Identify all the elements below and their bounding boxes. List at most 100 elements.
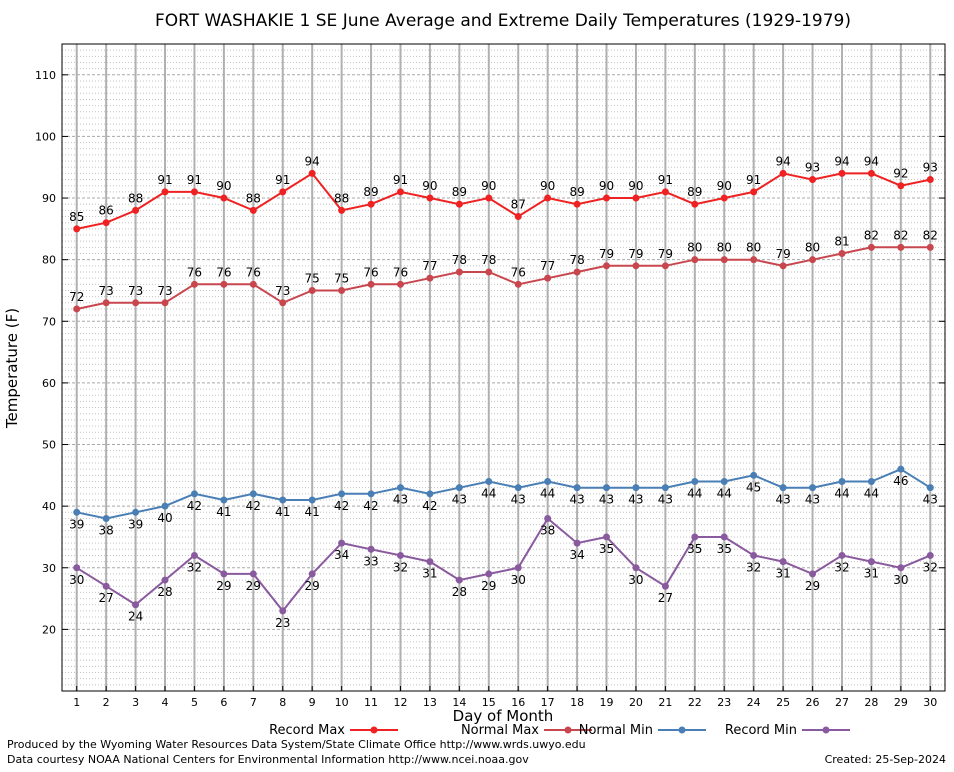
normal-max-point bbox=[132, 299, 140, 307]
record-min-point bbox=[897, 564, 905, 572]
normal-max-data-label: 80 bbox=[805, 241, 820, 255]
normal-min-data-label: 43 bbox=[658, 493, 673, 507]
normal-max-point bbox=[867, 243, 875, 251]
record-max-point bbox=[573, 200, 581, 208]
normal-min-point bbox=[544, 477, 552, 485]
record-min-data-label: 27 bbox=[658, 591, 673, 605]
x-tick-label: 16 bbox=[511, 696, 525, 709]
record-max-point bbox=[514, 213, 522, 221]
normal-min-point bbox=[249, 490, 257, 498]
record-max-data-label: 85 bbox=[69, 210, 84, 224]
record-min-point bbox=[249, 570, 257, 578]
record-max-data-label: 92 bbox=[893, 167, 908, 181]
normal-max-point bbox=[779, 262, 787, 270]
record-max-data-label: 88 bbox=[246, 191, 261, 205]
normal-min-data-label: 42 bbox=[334, 499, 349, 513]
x-tick-label: 19 bbox=[600, 696, 614, 709]
record-max-data-label: 94 bbox=[834, 154, 849, 168]
record-min-point bbox=[926, 551, 934, 559]
y-tick-label: 70 bbox=[42, 315, 56, 328]
normal-max-point bbox=[720, 256, 728, 264]
x-tick-label: 20 bbox=[629, 696, 643, 709]
record-max-point bbox=[632, 194, 640, 202]
record-max-point bbox=[367, 200, 375, 208]
normal-max-point bbox=[249, 280, 257, 288]
x-tick-label: 13 bbox=[423, 696, 437, 709]
record-min-data-label: 35 bbox=[687, 542, 702, 556]
normal-min-point bbox=[838, 477, 846, 485]
normal-max-data-label: 77 bbox=[540, 259, 555, 273]
x-tick-label: 26 bbox=[806, 696, 820, 709]
record-min-point bbox=[220, 570, 228, 578]
normal-min-point bbox=[661, 484, 669, 492]
record-max-data-label: 88 bbox=[128, 191, 143, 205]
record-min-point bbox=[338, 539, 346, 547]
normal-min-data-label: 42 bbox=[187, 499, 202, 513]
y-tick-label: 100 bbox=[35, 130, 56, 143]
record-min-point bbox=[455, 576, 463, 584]
normal-max-data-label: 76 bbox=[363, 265, 378, 279]
record-max-point bbox=[897, 182, 905, 190]
record-min-data-label: 28 bbox=[452, 585, 467, 599]
normal-min-point bbox=[426, 490, 434, 498]
normal-min-data-label: 44 bbox=[834, 486, 849, 500]
x-tick-label: 25 bbox=[776, 696, 790, 709]
normal-max-point bbox=[573, 268, 581, 276]
normal-max-point bbox=[926, 243, 934, 251]
normal-min-point bbox=[132, 508, 140, 516]
normal-min-point bbox=[867, 477, 875, 485]
normal-min-data-label: 43 bbox=[775, 493, 790, 507]
record-max-point bbox=[161, 188, 169, 196]
normal-max-data-label: 80 bbox=[746, 241, 761, 255]
record-max-data-label: 90 bbox=[628, 179, 643, 193]
normal-max-data-label: 79 bbox=[658, 247, 673, 261]
record-max-line bbox=[76, 172, 931, 230]
record-max-data-label: 93 bbox=[923, 161, 938, 175]
normal-max-data-label: 81 bbox=[834, 235, 849, 249]
normal-min-point bbox=[897, 465, 905, 473]
record-max-point bbox=[691, 200, 699, 208]
x-tick-label: 12 bbox=[393, 696, 407, 709]
normal-min-point bbox=[779, 484, 787, 492]
normal-min-point bbox=[632, 484, 640, 492]
normal-min-point bbox=[691, 477, 699, 485]
normal-max-data-label: 82 bbox=[893, 228, 908, 242]
record-max-data-label: 88 bbox=[334, 191, 349, 205]
normal-max-point bbox=[691, 256, 699, 264]
record-min-point bbox=[838, 551, 846, 559]
normal-max-data-label: 73 bbox=[157, 284, 172, 298]
x-tick-label: 10 bbox=[335, 696, 349, 709]
normal-min-data-label: 41 bbox=[275, 505, 290, 519]
legend: Record Max Normal Max Normal Min Record Min bbox=[269, 723, 850, 738]
normal-max-data-label: 77 bbox=[422, 259, 437, 273]
record-max-data-label: 93 bbox=[805, 161, 820, 175]
x-tick-label: 5 bbox=[191, 696, 198, 709]
record-max-point bbox=[809, 176, 817, 184]
x-tick-label: 6 bbox=[220, 696, 227, 709]
record-max-data-label: 90 bbox=[216, 179, 231, 193]
normal-max-point bbox=[603, 262, 611, 270]
record-min-data-label: 33 bbox=[363, 554, 378, 568]
record-max-data-label: 89 bbox=[363, 185, 378, 199]
record-min-data-label: 32 bbox=[187, 560, 202, 574]
x-tick-label: 21 bbox=[658, 696, 672, 709]
normal-max-point bbox=[632, 262, 640, 270]
normal-max-point bbox=[750, 256, 758, 264]
record-max-point bbox=[132, 206, 140, 214]
normal-max-point bbox=[161, 299, 169, 307]
normal-min-data-label: 43 bbox=[923, 493, 938, 507]
normal-min-data-label: 43 bbox=[569, 493, 584, 507]
record-min-point bbox=[544, 514, 552, 522]
record-min-point bbox=[514, 564, 522, 572]
normal-max-data-label: 79 bbox=[599, 247, 614, 261]
x-tick-label: 1 bbox=[73, 696, 80, 709]
normal-max-point bbox=[73, 305, 81, 313]
normal-min-point bbox=[102, 514, 110, 522]
record-min-point bbox=[426, 558, 434, 566]
normal-max-data-label: 79 bbox=[775, 247, 790, 261]
normal-min-data-label: 42 bbox=[363, 499, 378, 513]
x-tick-label: 15 bbox=[482, 696, 496, 709]
y-tick-label: 80 bbox=[42, 254, 56, 267]
